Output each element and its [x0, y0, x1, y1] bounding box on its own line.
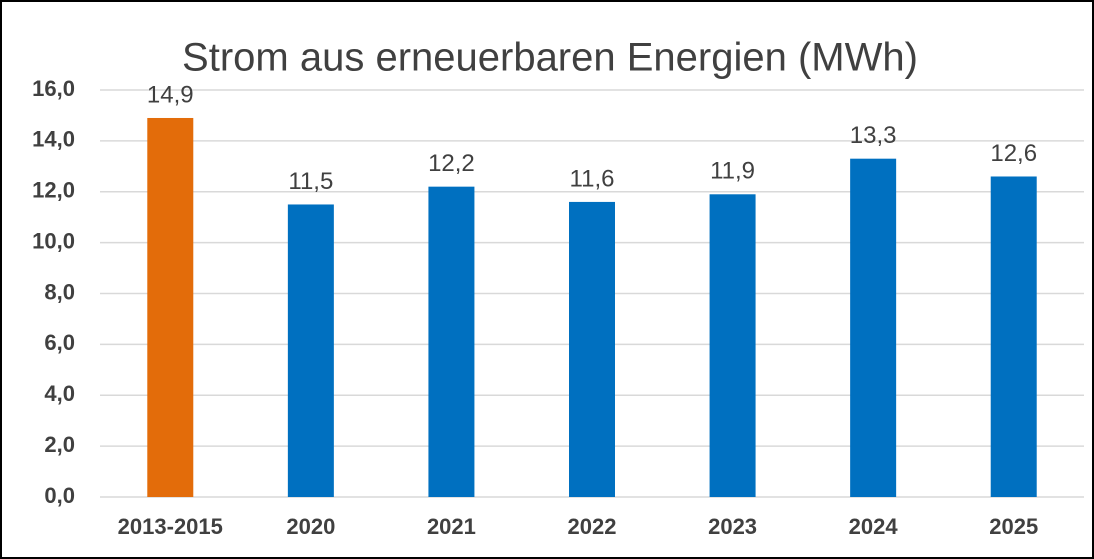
bar [709, 194, 756, 497]
x-tick-label: 2024 [849, 514, 899, 539]
y-tick-label: 2,0 [44, 432, 75, 457]
value-label: 13,3 [850, 122, 897, 149]
y-tick-label: 6,0 [44, 330, 75, 355]
bar [147, 117, 194, 497]
x-tick-label: 2013-2015 [118, 514, 223, 539]
bar [287, 204, 334, 497]
value-label: 11,9 [710, 158, 755, 185]
value-label: 12,6 [990, 140, 1037, 167]
bar [569, 201, 615, 498]
y-tick-label: 16,0 [32, 76, 75, 101]
y-tick-label: 0,0 [44, 483, 75, 508]
y-tick-label: 10,0 [32, 228, 75, 253]
x-tick-label: 2020 [286, 514, 335, 539]
chart-title: Strom aus erneuerbaren Energien (MWh) [182, 36, 918, 80]
y-tick-label: 14,0 [32, 127, 75, 152]
x-tick-label: 2025 [989, 514, 1038, 539]
y-tick-label: 8,0 [44, 279, 75, 304]
bar [990, 176, 1037, 498]
bar [428, 186, 475, 497]
x-tick-label: 2022 [568, 514, 617, 539]
value-label: 14,9 [147, 81, 194, 108]
value-label: 11,5 [288, 168, 333, 195]
y-tick-label: 4,0 [44, 381, 75, 406]
x-tick-label: 2021 [427, 514, 476, 539]
value-label: 12,2 [428, 150, 475, 177]
x-tick-label: 2023 [708, 514, 757, 539]
y-tick-label: 12,0 [32, 178, 75, 203]
bar [850, 158, 897, 497]
value-label: 11,6 [570, 165, 615, 192]
